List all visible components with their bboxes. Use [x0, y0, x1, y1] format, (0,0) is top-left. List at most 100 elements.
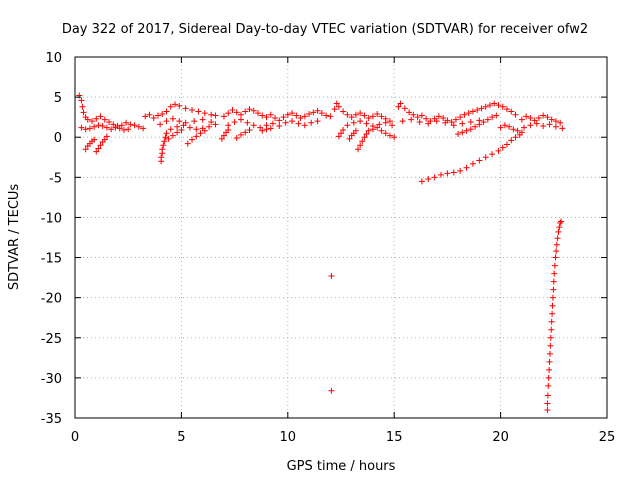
data-point — [472, 123, 479, 130]
y-tick-label: 0 — [54, 131, 62, 146]
data-point — [338, 130, 344, 137]
data-point — [344, 122, 351, 129]
data-point — [118, 122, 125, 129]
data-point — [378, 113, 385, 120]
data-point — [95, 122, 102, 129]
data-point — [289, 118, 296, 125]
data-point — [150, 114, 157, 121]
data-point — [491, 100, 498, 107]
data-point — [546, 366, 553, 373]
data-point — [510, 126, 517, 133]
data-point — [469, 160, 476, 167]
series-arc-main-2 — [142, 101, 219, 133]
data-point — [467, 126, 474, 133]
data-point — [469, 108, 476, 115]
data-point — [123, 119, 130, 126]
series-arc-descend — [418, 131, 523, 185]
data-point — [159, 110, 166, 117]
data-point — [199, 116, 206, 123]
data-point — [352, 127, 359, 134]
data-point — [359, 138, 366, 145]
data-point — [82, 146, 89, 153]
data-point — [527, 114, 534, 121]
data-point — [357, 110, 364, 117]
data-point — [523, 113, 530, 120]
data-point — [361, 112, 368, 119]
data-point — [551, 262, 558, 269]
data-point — [323, 112, 330, 119]
data-point — [382, 130, 389, 137]
data-point — [361, 134, 368, 141]
data-point — [482, 154, 489, 161]
data-point — [540, 122, 547, 129]
y-tick-label: 5 — [54, 91, 62, 106]
data-point — [440, 114, 447, 121]
series-plunge — [544, 218, 565, 413]
data-point — [551, 270, 558, 277]
y-tick-label: -30 — [41, 372, 62, 387]
data-point — [382, 119, 389, 126]
data-point — [350, 119, 357, 126]
data-point — [463, 164, 470, 171]
data-point — [101, 136, 108, 143]
data-point — [97, 113, 104, 120]
data-point — [212, 121, 219, 128]
plot-frame — [74, 56, 608, 419]
data-point — [553, 241, 560, 248]
data-point — [423, 115, 430, 122]
data-point — [365, 127, 372, 134]
y-axis-title: SDTVAR / TECUs — [7, 184, 22, 291]
data-point — [344, 111, 351, 118]
data-point — [237, 131, 244, 138]
data-point — [476, 121, 483, 128]
series-arc-dip-4 — [335, 124, 398, 153]
data-point — [461, 111, 468, 118]
data-point — [78, 124, 85, 131]
data-point — [244, 119, 251, 126]
data-point — [116, 125, 123, 132]
data-point — [263, 126, 270, 133]
data-point — [546, 358, 553, 365]
data-point — [169, 132, 176, 139]
data-point — [514, 127, 521, 134]
series-arc-dip-5 — [455, 112, 525, 138]
data-point — [552, 123, 559, 130]
data-point — [438, 171, 445, 178]
data-point — [452, 116, 459, 123]
data-point — [459, 120, 466, 127]
data-point — [533, 120, 540, 127]
data-point — [335, 133, 342, 140]
data-point — [444, 170, 451, 177]
data-point — [495, 102, 502, 109]
data-point — [237, 116, 244, 123]
data-point — [308, 119, 315, 126]
data-point — [397, 100, 404, 107]
data-point — [93, 115, 100, 122]
series-arc-dip-1 — [82, 133, 110, 155]
data-point — [272, 114, 279, 121]
data-point — [549, 310, 556, 317]
data-point — [125, 126, 132, 133]
data-point — [549, 294, 556, 301]
data-point — [314, 118, 321, 125]
data-point — [276, 122, 283, 129]
data-point — [328, 273, 335, 280]
data-point — [389, 122, 396, 129]
series-arc-main-4 — [327, 100, 396, 129]
data-point — [482, 103, 489, 110]
data-point — [146, 111, 153, 118]
data-point — [544, 400, 551, 407]
data-point — [131, 122, 138, 129]
data-point — [448, 118, 455, 125]
x-tick-label: 5 — [177, 430, 185, 445]
data-point — [135, 123, 142, 130]
data-point — [365, 114, 372, 121]
data-point — [160, 142, 167, 149]
data-point — [259, 112, 266, 119]
data-point — [554, 235, 561, 242]
data-point — [301, 113, 308, 120]
data-point — [363, 120, 370, 127]
x-axis-title: GPS time / hours — [287, 459, 396, 474]
data-point — [142, 113, 149, 120]
data-point — [340, 108, 347, 115]
